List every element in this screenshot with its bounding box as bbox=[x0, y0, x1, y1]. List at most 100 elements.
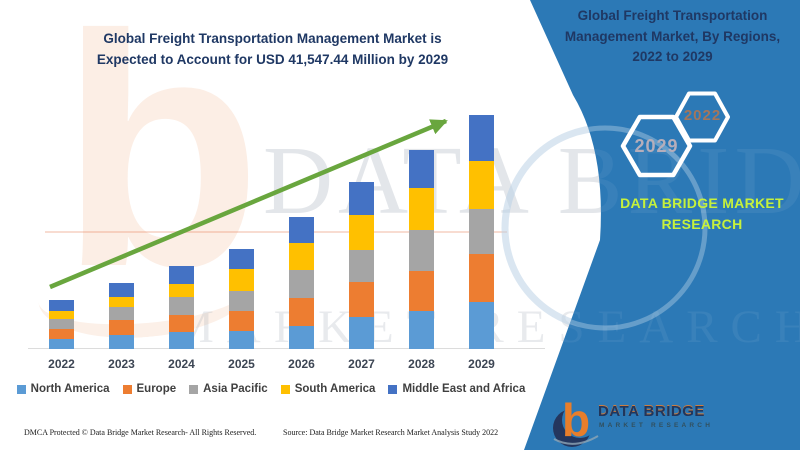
side-panel-background bbox=[524, 0, 800, 450]
x-tick-2028: 2028 bbox=[408, 357, 435, 371]
brand-text-line1: DATA BRIDGE MARKET bbox=[620, 195, 784, 211]
bar-2026 bbox=[289, 217, 314, 349]
x-tick-2024: 2024 bbox=[168, 357, 195, 371]
bar-segment-2028-middle-east-and-africa bbox=[409, 150, 434, 188]
chart-title-line2: Expected to Account for USD 41,547.44 Mi… bbox=[96, 52, 449, 67]
legend-item-asia-pacific: Asia Pacific bbox=[189, 383, 268, 395]
x-axis-line bbox=[28, 348, 545, 349]
bar-segment-2027-south-america bbox=[349, 215, 374, 250]
legend-item-europe: Europe bbox=[122, 383, 177, 395]
bar-segment-2027-asia-pacific bbox=[349, 250, 374, 282]
bar-segment-2022-south-america bbox=[49, 311, 74, 319]
bar-2027 bbox=[349, 182, 374, 349]
bar-segment-2026-middle-east-and-africa bbox=[289, 217, 314, 243]
x-tick-2029: 2029 bbox=[468, 357, 495, 371]
legend-swatch-icon bbox=[388, 384, 398, 394]
hexagon-2029-icon bbox=[620, 114, 693, 178]
bar-segment-2029-south-america bbox=[469, 161, 494, 209]
dbmr-logo-tagline: MARKET RESEARCH bbox=[599, 422, 714, 429]
legend-item-middle-east-and-africa: Middle East and Africa bbox=[388, 383, 525, 395]
bar-segment-2026-asia-pacific bbox=[289, 270, 314, 298]
bar-segment-2024-north-america bbox=[169, 332, 194, 349]
chart-title: Global Freight Transportation Management… bbox=[55, 28, 490, 70]
legend-label: Europe bbox=[136, 383, 177, 395]
bar-segment-2028-asia-pacific bbox=[409, 230, 434, 271]
bar-segment-2026-north-america bbox=[289, 326, 314, 349]
bar-segment-2028-north-america bbox=[409, 311, 434, 349]
bar-segment-2022-asia-pacific bbox=[49, 319, 74, 329]
bar-segment-2025-europe bbox=[229, 311, 254, 331]
bar-segment-2023-north-america bbox=[109, 335, 134, 349]
bar-segment-2029-middle-east-and-africa bbox=[469, 115, 494, 161]
bar-segment-2025-south-america bbox=[229, 269, 254, 291]
x-tick-2022: 2022 bbox=[48, 357, 75, 371]
bar-segment-2023-europe bbox=[109, 320, 134, 335]
legend-swatch-icon bbox=[122, 384, 132, 394]
logo-crescent-mask bbox=[562, 402, 598, 438]
bar-segment-2022-north-america bbox=[49, 339, 74, 349]
panel-title: Global Freight Transportation Management… bbox=[545, 6, 800, 68]
bar-segment-2029-europe bbox=[469, 254, 494, 302]
footer-dmca: DMCA Protected © Data Bridge Market Rese… bbox=[24, 428, 257, 437]
bar-segment-2027-north-america bbox=[349, 317, 374, 349]
hexagon-2022-label: 2022 bbox=[683, 107, 722, 124]
x-tick-2025: 2025 bbox=[228, 357, 255, 371]
panel-title-line2: Management Market, By Regions, bbox=[564, 28, 781, 44]
bar-segment-2022-middle-east-and-africa bbox=[49, 300, 74, 311]
bar-segment-2023-asia-pacific bbox=[109, 307, 134, 320]
panel-circle-arc bbox=[524, 125, 708, 331]
bar-segment-2028-europe bbox=[409, 271, 434, 311]
hexagon-2029-label: 2029 bbox=[634, 136, 679, 156]
bar-segment-2025-middle-east-and-africa bbox=[229, 249, 254, 269]
x-tick-2023: 2023 bbox=[108, 357, 135, 371]
bar-2023 bbox=[109, 283, 134, 349]
bar-segment-2025-asia-pacific bbox=[229, 291, 254, 311]
bar-2022 bbox=[49, 300, 74, 349]
bar-segment-2024-asia-pacific bbox=[169, 297, 194, 315]
legend-item-south-america: South America bbox=[280, 383, 376, 395]
bar-2024 bbox=[169, 266, 194, 349]
bar-segment-2027-middle-east-and-africa bbox=[349, 182, 374, 215]
bar-segment-2023-south-america bbox=[109, 297, 134, 307]
legend-swatch-icon bbox=[16, 384, 26, 394]
dbmr-logo-wordmark: DATA BRIDGE bbox=[598, 403, 705, 420]
bar-segment-2028-south-america bbox=[409, 188, 434, 230]
footer-source: Source: Data Bridge Market Research Mark… bbox=[283, 428, 499, 437]
chart-title-line1: Global Freight Transportation Management… bbox=[103, 31, 442, 46]
bar-segment-2024-middle-east-and-africa bbox=[169, 266, 194, 284]
legend-item-north-america: North America bbox=[16, 383, 110, 395]
legend-label: South America bbox=[294, 383, 376, 395]
panel-title-line1: Global Freight Transportation bbox=[577, 8, 768, 23]
logo-underline-arc bbox=[553, 435, 599, 445]
legend: North America Europe Asia Pacific South Ame… bbox=[16, 383, 525, 395]
bar-segment-2025-north-america bbox=[229, 331, 254, 349]
panel-watermark-line2: MARKET RESEARCH bbox=[172, 301, 800, 353]
bar-2029 bbox=[469, 115, 494, 349]
brand-text-line2: RESEARCH bbox=[661, 216, 743, 232]
bar-2028 bbox=[409, 150, 434, 349]
bar-segment-2029-north-america bbox=[469, 302, 494, 349]
legend-label: North America bbox=[30, 383, 110, 395]
dbmr-logo: b DATA BRIDGE MARKET RESEARCH bbox=[548, 392, 798, 450]
hexagon-2022-icon bbox=[674, 91, 730, 143]
bar-2025 bbox=[229, 249, 254, 349]
logo-b-glyph: b bbox=[562, 394, 590, 446]
panel-ghost-watermark: DATA BRIDGE MARKET RESEARCH bbox=[172, 125, 800, 353]
legend-label: Middle East and Africa bbox=[402, 383, 526, 395]
x-tick-2026: 2026 bbox=[288, 357, 315, 371]
bar-segment-2027-europe bbox=[349, 282, 374, 317]
bar-segment-2029-asia-pacific bbox=[469, 209, 494, 254]
bar-segment-2026-europe bbox=[289, 298, 314, 326]
bar-segment-2024-europe bbox=[169, 315, 194, 332]
bar-segment-2024-south-america bbox=[169, 284, 194, 297]
bar-segment-2023-middle-east-and-africa bbox=[109, 283, 134, 297]
legend-label: Asia Pacific bbox=[203, 383, 268, 395]
bar-segment-2022-europe bbox=[49, 329, 74, 339]
panel-title-line3: 2022 to 2029 bbox=[632, 49, 713, 64]
brand-text: DATA BRIDGE MARKET RESEARCH bbox=[602, 193, 800, 235]
legend-swatch-icon bbox=[189, 384, 199, 394]
bar-segment-2026-south-america bbox=[289, 243, 314, 270]
x-tick-2027: 2027 bbox=[348, 357, 375, 371]
legend-swatch-icon bbox=[280, 384, 290, 394]
